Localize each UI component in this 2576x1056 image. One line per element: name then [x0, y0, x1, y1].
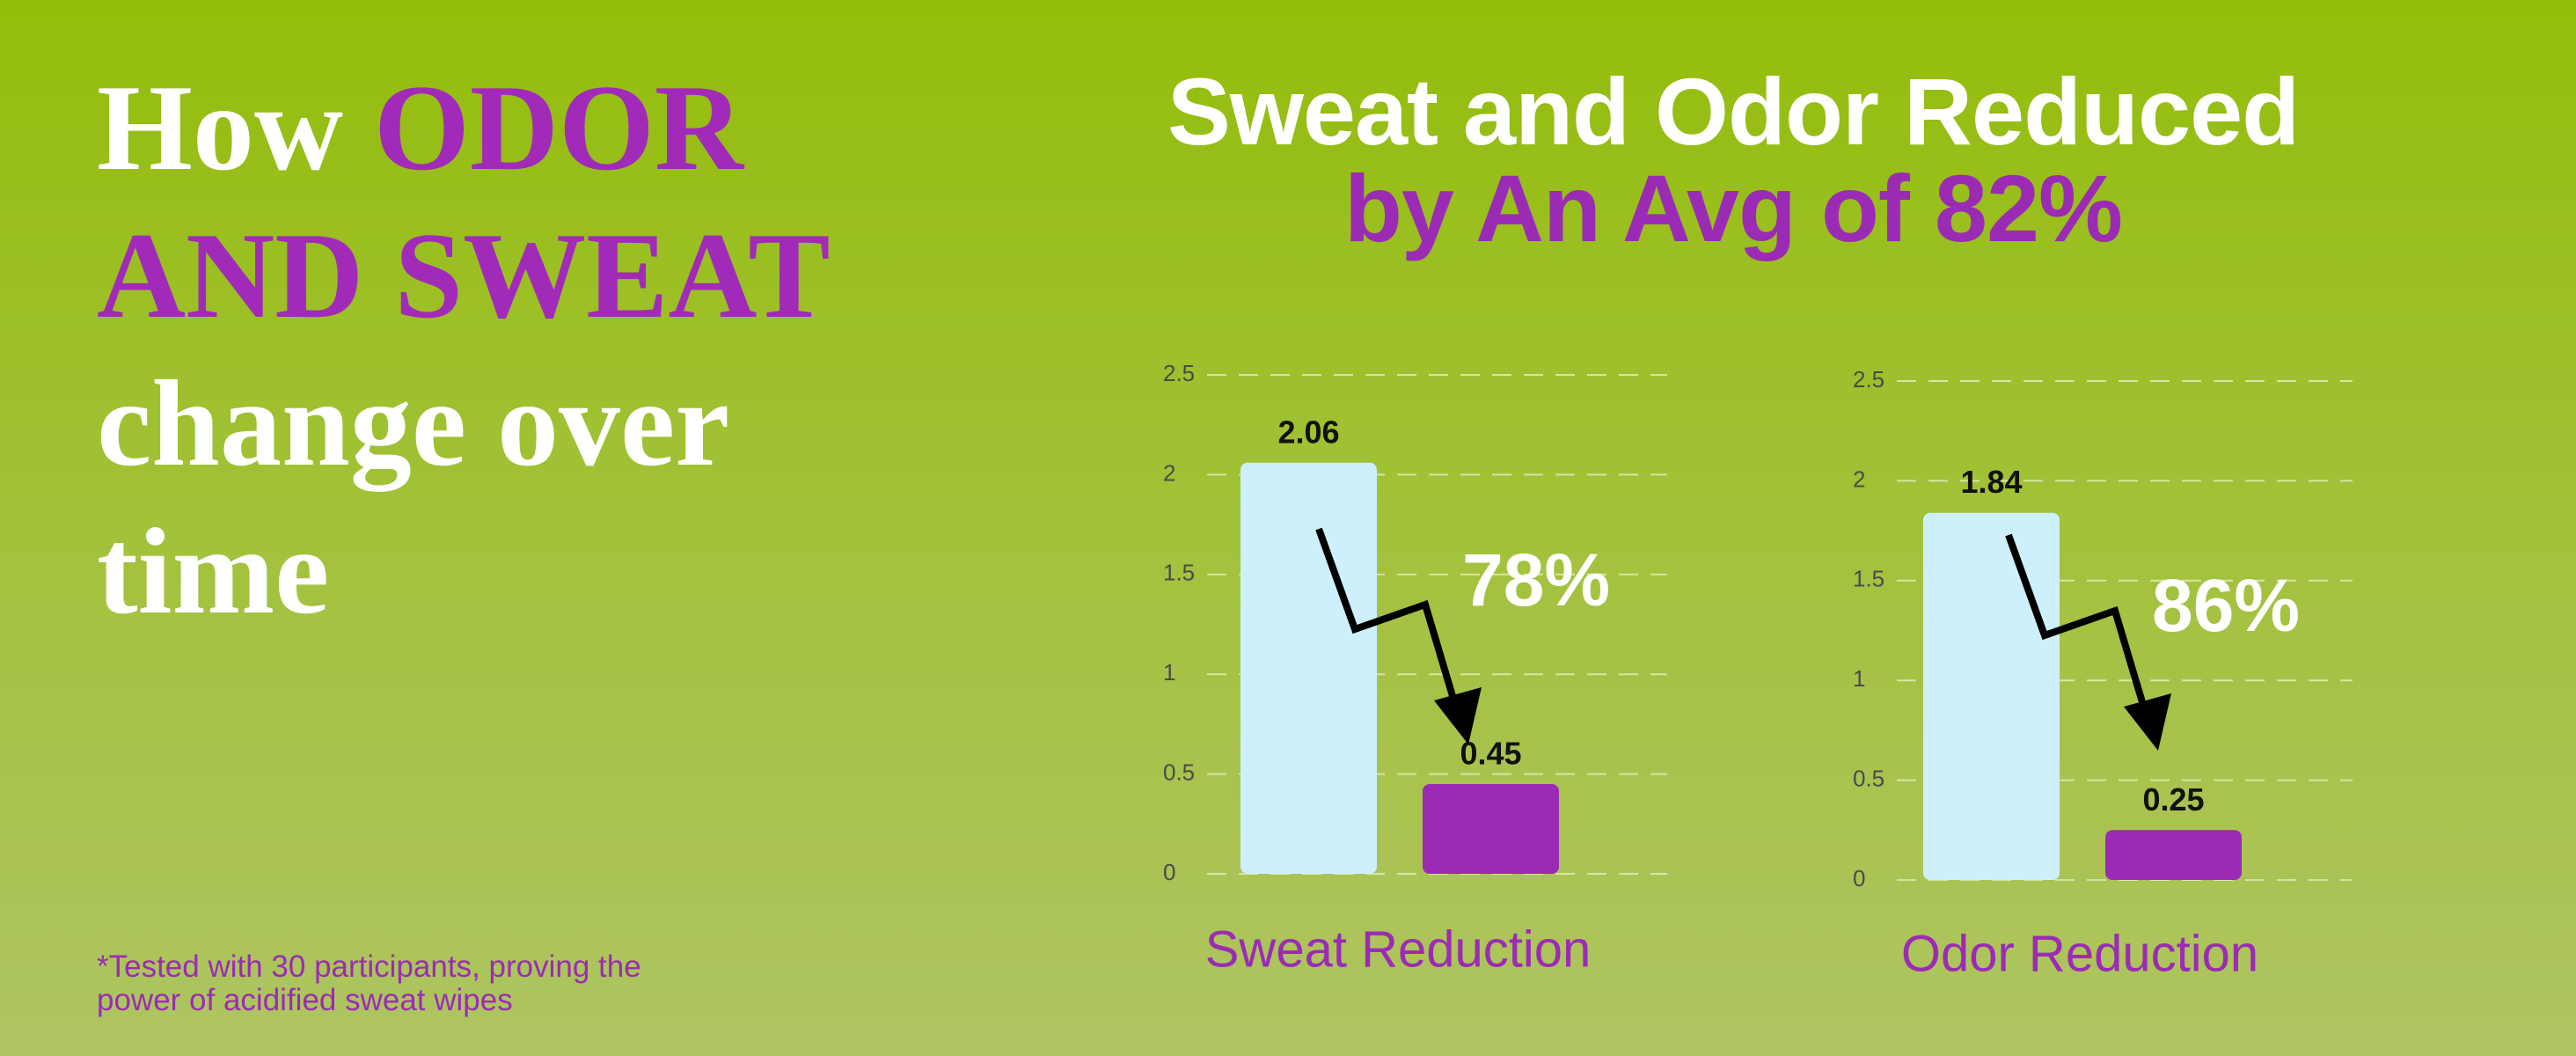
y-tick-label: 1.5 [1163, 560, 1195, 586]
subtitle-line: by An Avg of 82% [1343, 155, 2123, 261]
heading-text: change over time [97, 356, 728, 640]
y-tick-label: 0.5 [1163, 759, 1195, 785]
footnote: *Tested with 30 participants, proving th… [97, 950, 641, 1017]
y-tick-label: 2.5 [1853, 366, 1884, 392]
y-tick-label: 0.5 [1853, 765, 1884, 791]
value-label: 0.45 [1460, 735, 1521, 771]
heading: How ODOR AND SWEAT change over time [97, 55, 977, 646]
heading-text: How [97, 60, 343, 196]
chart-title: Odor Reduction [1901, 925, 2258, 982]
bar [2105, 830, 2242, 880]
subtitle: Sweat and Odor Reduced by An Avg of 82% [968, 63, 2499, 257]
y-tick-label: 2.5 [1163, 360, 1195, 386]
y-tick-label: 1.5 [1853, 566, 1884, 592]
y-tick-label: 0 [1163, 859, 1175, 885]
annotation: 86% [2152, 564, 2300, 647]
chart-title: Sweat Reduction [1205, 920, 1591, 978]
arrow-head [1434, 687, 1482, 744]
y-tick-label: 2 [1163, 459, 1175, 486]
value-label: 1.84 [1960, 464, 2022, 500]
bar [1923, 512, 2060, 880]
y-tick-label: 1 [1163, 659, 1175, 686]
y-tick-label: 0 [1853, 865, 1865, 891]
bar [1240, 462, 1377, 874]
annotation: 78% [1462, 539, 1610, 621]
heading-highlight: ODOR AND SWEAT [97, 60, 829, 344]
arrow-head [2124, 693, 2171, 751]
arrow [1315, 527, 1461, 715]
value-label: 0.25 [2142, 781, 2204, 818]
value-label: 2.06 [1277, 414, 1339, 450]
arrow [2005, 533, 2151, 722]
subtitle-line: Sweat and Odor Reduced [1167, 58, 2300, 165]
bar [1423, 783, 1559, 874]
y-tick-label: 2 [1853, 466, 1865, 492]
y-tick-label: 1 [1853, 665, 1865, 692]
